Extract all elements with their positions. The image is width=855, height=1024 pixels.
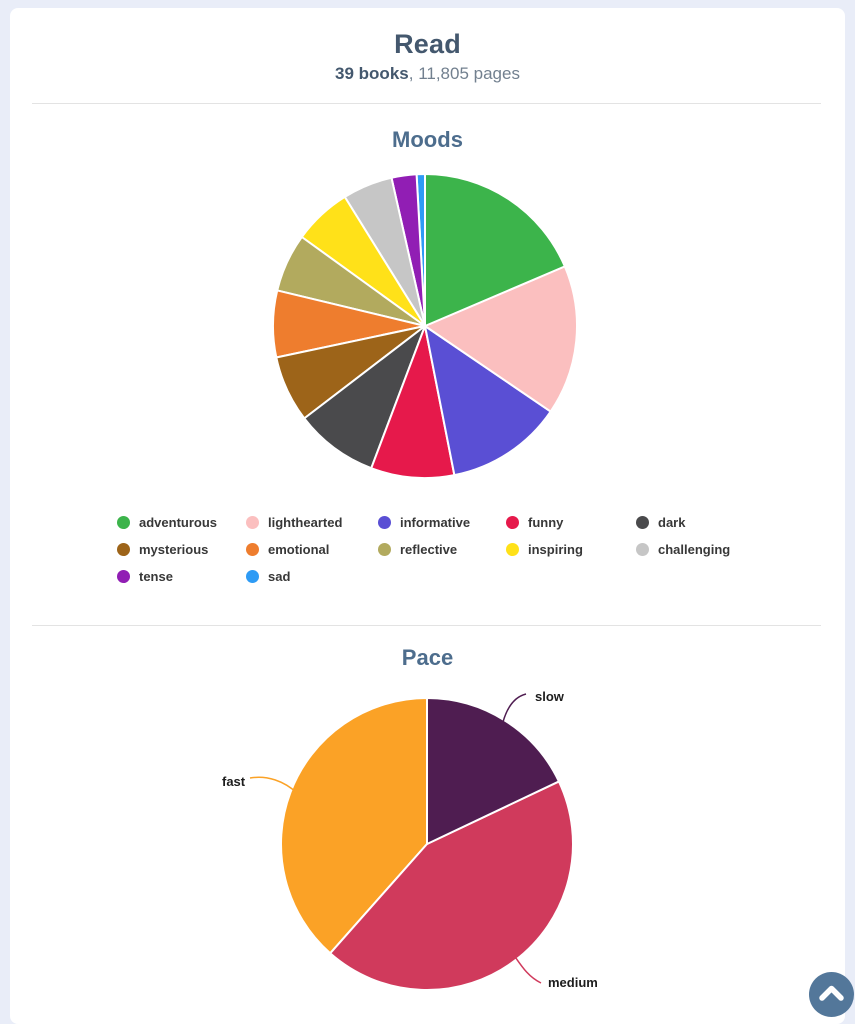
moods-slice-lighthearted [424, 265, 578, 413]
legend-item-reflective: reflective [378, 540, 506, 559]
legend-dot-mysterious [117, 543, 130, 556]
pace-slice-medium [329, 780, 574, 991]
scroll-to-top-button[interactable] [809, 972, 854, 1017]
pace-label-slow: slow [535, 689, 564, 704]
legend-item-informative: informative [378, 513, 506, 532]
legend-item-sad: sad [246, 567, 378, 586]
moods-slice-adventurous [424, 173, 566, 327]
pace-pie-chart [249, 693, 574, 991]
pace-label-medium: medium [548, 975, 598, 990]
legend-item-label: challenging [658, 542, 731, 557]
slow-callout-line [502, 693, 527, 723]
legend-dot-sad [246, 570, 259, 583]
legend-item-adventurous: adventurous [117, 513, 246, 532]
legend-dot-informative [378, 516, 391, 529]
summary-separator: , [408, 64, 419, 83]
books-count: 39 books [335, 64, 409, 83]
moods-slice-informative [424, 325, 552, 477]
legend-item-label: funny [528, 515, 564, 530]
legend-item-label: sad [268, 569, 291, 584]
legend-item-inspiring: inspiring [506, 540, 636, 559]
legend-item-mysterious: mysterious [117, 540, 246, 559]
legend-item-label: dark [658, 515, 686, 530]
legend-dot-challenging [636, 543, 649, 556]
divider [32, 103, 821, 104]
legend-item-tense: tense [117, 567, 246, 586]
legend-dot-reflective [378, 543, 391, 556]
legend-item-label: reflective [400, 542, 458, 557]
divider [32, 625, 821, 626]
legend-dot-lighthearted [246, 516, 259, 529]
pace-slice-slow [426, 697, 560, 845]
chevron-up-icon [819, 985, 844, 1001]
legend-item-label: emotional [268, 542, 330, 557]
medium-callout-line [510, 950, 542, 984]
pace-label-fast: fast [222, 774, 246, 789]
legend-dot-funny [506, 516, 519, 529]
legend-item-label: adventurous [139, 515, 218, 530]
legend-dot-tense [117, 570, 130, 583]
moods-pie-chart [272, 172, 578, 479]
legend-item-dark: dark [636, 513, 777, 532]
legend-dot-emotional [246, 543, 259, 556]
page-title: Read [394, 29, 461, 59]
legend-dot-inspiring [506, 543, 519, 556]
read-summary: 39 books, 11,805 pages [0, 64, 855, 84]
legend-item-challenging: challenging [636, 540, 777, 559]
moods-slice-dark [303, 325, 426, 470]
legend-dot-dark [636, 516, 649, 529]
legend-item-label: informative [400, 515, 471, 530]
legend-item-label: tense [139, 569, 173, 584]
moods-slice-funny [370, 325, 456, 479]
fast-callout-line [249, 776, 298, 794]
moods-legend: adventurous lighthearted informative funny d… [117, 513, 777, 586]
pace-slice-fast [280, 697, 428, 955]
legend-item-label: mysterious [139, 542, 209, 557]
legend-item-label: inspiring [528, 542, 583, 557]
legend-item-lighthearted: lighthearted [246, 513, 378, 532]
legend-item-emotional: emotional [246, 540, 378, 559]
legend-item-funny: funny [506, 513, 636, 532]
pace-section-title: Pace [401, 645, 454, 670]
pages-count: 11,805 pages [418, 64, 520, 83]
moods-section-title: Moods [392, 127, 463, 152]
legend-dot-adventurous [117, 516, 130, 529]
legend-item-label: lighthearted [268, 515, 343, 530]
